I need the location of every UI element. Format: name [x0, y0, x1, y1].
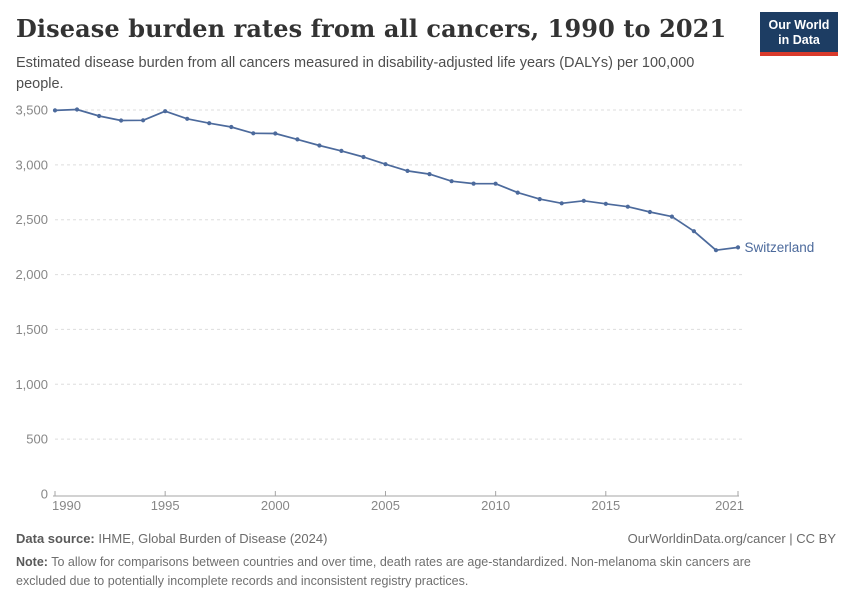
x-axis-tick-label: 2000 [261, 498, 290, 513]
data-point-marker [537, 197, 542, 202]
data-point-marker [669, 214, 675, 219]
data-point-marker [361, 154, 366, 160]
x-axis-tick-label: 2005 [371, 498, 400, 513]
x-axis-tick-label: 1990 [52, 498, 81, 513]
axis-layer: 1990 1995 2000 2005 2010 2015 2021 [52, 491, 744, 513]
data-point-marker [74, 107, 80, 112]
data-point-marker [449, 179, 454, 184]
y-axis-tick-label: 2,000 [15, 267, 48, 282]
chart-header: Disease burden rates from all cancers, 1… [0, 0, 850, 95]
data-point-marker [317, 143, 322, 148]
data-source-label: Data source: [16, 531, 95, 546]
owid-logo-line2: in Data [778, 32, 820, 47]
series-line-switzerland [54, 108, 739, 252]
data-point-marker [625, 204, 630, 209]
data-point-marker [383, 162, 388, 167]
data-point-marker [427, 172, 432, 177]
series-label-switzerland[interactable]: Switzerland [745, 240, 815, 255]
data-point-marker [713, 248, 719, 253]
data-point-marker [493, 181, 498, 186]
data-point-marker [735, 245, 741, 250]
data-point-marker [295, 137, 300, 142]
y-axis-tick-label: 0 [41, 487, 48, 502]
x-axis-tick-label: 2015 [591, 498, 620, 513]
chart-footer: Data source: IHME, Global Burden of Dise… [16, 531, 836, 591]
data-point-marker [273, 131, 278, 136]
data-point-marker [559, 201, 564, 206]
data-point-marker [141, 118, 146, 123]
data-point-marker [647, 209, 653, 215]
y-axis-tick-label: 3,500 [15, 103, 48, 118]
footer-note-label: Note: [16, 555, 48, 569]
y-axis-tick-label: 1,000 [15, 377, 48, 392]
owid-logo-line1: Our World [768, 18, 830, 32]
footer-note-value: To allow for comparisons between countri… [16, 555, 751, 588]
data-point-marker [207, 121, 212, 126]
owid-logo[interactable]: Our World in Data [760, 12, 838, 56]
footer-credit-link[interactable]: OurWorldinData.org/cancer | CC BY [627, 531, 836, 546]
x-axis-tick-label: 2021 [715, 498, 744, 513]
data-point-marker [52, 108, 58, 113]
data-point-marker [581, 198, 586, 203]
y-axis-tick-label: 500 [26, 432, 48, 447]
series-layer [52, 107, 741, 253]
data-point-marker [229, 124, 234, 130]
y-axis-tick-label: 1,500 [15, 322, 48, 337]
page-subtitle: Estimated disease burden from all cancer… [16, 55, 695, 93]
data-point-marker [163, 109, 168, 114]
data-point-marker [471, 181, 476, 186]
data-source-value: IHME, Global Burden of Disease (2024) [94, 531, 328, 546]
page-title: Disease burden rates from all cancers, 1… [16, 14, 727, 43]
footer-note: Note: To allow for comparisons between c… [16, 553, 790, 591]
data-point-marker [515, 190, 520, 195]
x-axis-tick-label: 1995 [151, 498, 180, 513]
data-point-marker [339, 148, 344, 153]
data-point-marker [97, 113, 102, 119]
data-point-marker [691, 229, 697, 234]
data-point-marker [185, 116, 190, 121]
data-source-line: Data source: IHME, Global Burden of Dise… [16, 531, 327, 546]
data-point-marker [603, 201, 608, 206]
y-axis-tick-label: 2,500 [15, 212, 48, 227]
data-point-marker [251, 131, 256, 136]
data-point-marker [119, 118, 124, 123]
x-axis-tick-label: 2010 [481, 498, 510, 513]
grid-layer: 0 500 1,000 1,500 2,000 2,500 3,000 3,500 [15, 103, 742, 502]
y-axis-tick-label: 3,000 [15, 157, 48, 172]
data-point-marker [405, 168, 410, 173]
